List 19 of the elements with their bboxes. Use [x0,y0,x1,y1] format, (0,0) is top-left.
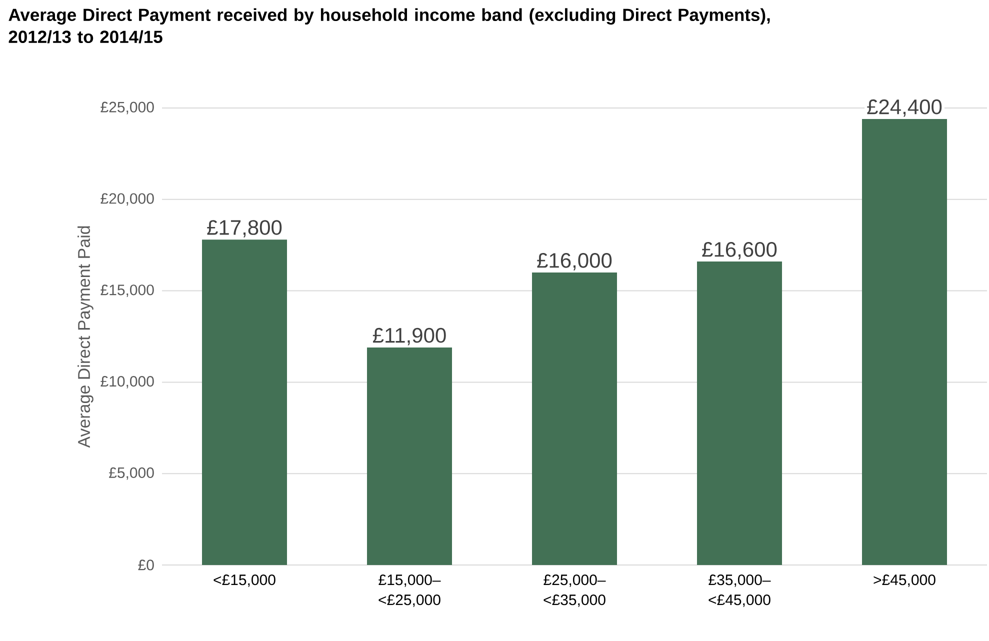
x-tick-label: £15,000–<£25,000 [378,574,441,607]
bar [862,118,947,565]
y-tick-label: £25,000 [100,102,154,114]
data-label: £16,600 [702,242,777,260]
data-label: £17,800 [207,220,282,238]
x-tick-label: £35,000–<£45,000 [708,574,771,607]
x-tick-label: <£15,000 [214,574,276,587]
x-tick-label: >£45,000 [874,574,936,587]
y-tick-label: £15,000 [100,284,154,297]
y-tick-label: £10,000 [100,376,154,388]
chart-title: Average Direct Payment received by household income band (excluding Direct Payments), 2012/13 to 2014/15 [8,8,770,44]
y-axis-title: Average Direct Payment Paid [78,226,94,448]
y-tick-label: £5,000 [109,467,154,480]
y-tick-label: £0 [138,560,154,570]
y-tick-label: £20,000 [100,193,154,206]
data-label: £24,400 [867,99,942,117]
data-label: £16,000 [537,252,612,270]
data-label: £11,900 [372,328,446,346]
x-tick-label: £25,000–<£35,000 [544,574,606,607]
